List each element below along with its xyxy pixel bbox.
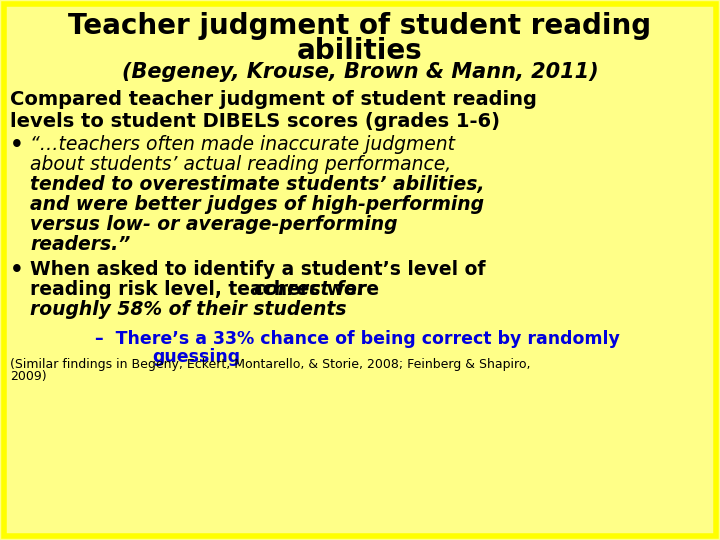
- Text: When asked to identify a student’s level of: When asked to identify a student’s level…: [30, 260, 485, 279]
- Text: (Begeney, Krouse, Brown & Mann, 2011): (Begeney, Krouse, Brown & Mann, 2011): [122, 62, 598, 82]
- Text: versus low- or average-performing: versus low- or average-performing: [30, 215, 397, 234]
- Text: correct for: correct for: [254, 280, 366, 299]
- Text: about students’ actual reading performance,: about students’ actual reading performan…: [30, 155, 451, 174]
- Text: •: •: [10, 260, 24, 280]
- Text: guessing: guessing: [152, 348, 240, 366]
- Text: (Similar findings in Begeny, Eckert, Montarello, & Storie, 2008; Feinberg & Shap: (Similar findings in Begeny, Eckert, Mon…: [10, 358, 531, 371]
- Text: and were better judges of high-performing: and were better judges of high-performin…: [30, 195, 484, 214]
- Text: readers.”: readers.”: [30, 235, 130, 254]
- Text: abilities: abilities: [297, 37, 423, 65]
- Text: “…teachers often made inaccurate judgment: “…teachers often made inaccurate judgmen…: [30, 135, 455, 154]
- Text: tended to overestimate students’ abilities,: tended to overestimate students’ abiliti…: [30, 175, 485, 194]
- Text: levels to student DIBELS scores (grades 1-6): levels to student DIBELS scores (grades …: [10, 112, 500, 131]
- Text: 2009): 2009): [10, 370, 47, 383]
- Text: reading risk level, teachers were: reading risk level, teachers were: [30, 280, 386, 299]
- Text: •: •: [10, 135, 24, 155]
- Text: Teacher judgment of student reading: Teacher judgment of student reading: [68, 12, 652, 40]
- Text: roughly 58% of their students: roughly 58% of their students: [30, 300, 346, 319]
- FancyBboxPatch shape: [4, 4, 716, 536]
- Text: Compared teacher judgment of student reading: Compared teacher judgment of student rea…: [10, 90, 537, 109]
- Text: –  There’s a 33% chance of being correct by randomly: – There’s a 33% chance of being correct …: [95, 330, 620, 348]
